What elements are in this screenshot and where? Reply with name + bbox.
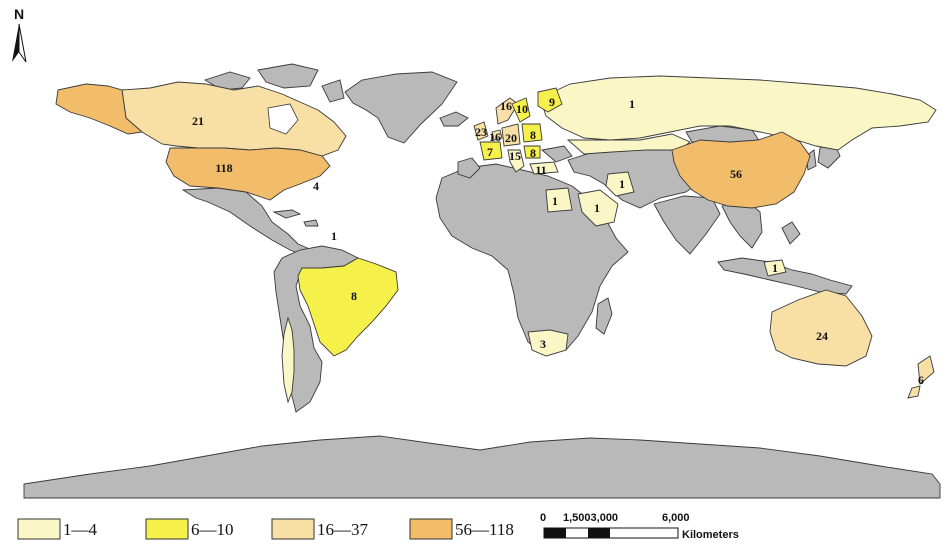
country-chile [281, 316, 295, 404]
scale-unit: Kilometers [682, 529, 739, 541]
country-finland [537, 87, 563, 113]
label-turkey: 11 [535, 163, 546, 177]
scale-tick-6000: 6,000 [662, 512, 690, 524]
country-france [479, 141, 503, 161]
country-malaysia [763, 259, 787, 277]
count-labels: 118 21 4 1 8 3 1 56 24 1 1 1 1 9 16 10 8… [192, 95, 924, 387]
label-saudi-arabia: 1 [594, 201, 600, 215]
country-uk [473, 121, 489, 141]
country-canada [121, 81, 347, 157]
country-china [671, 131, 811, 209]
label-netherlands: 16 [489, 130, 501, 144]
scale-tick-0: 0 [540, 512, 546, 524]
label-malaysia: 1 [772, 261, 778, 275]
label-italy: 15 [509, 149, 521, 163]
label-usa: 118 [215, 161, 232, 175]
label-france: 7 [487, 145, 493, 159]
legend-swatch-6-10 [145, 518, 189, 540]
label-iraq: 1 [619, 177, 625, 191]
country-new-zealand [917, 355, 935, 385]
label-australia: 24 [816, 329, 828, 343]
label-egypt: 1 [552, 194, 558, 208]
scale-tick-mid: 1,5003,000 [563, 512, 618, 524]
country-russia [539, 75, 937, 151]
scale-bar: 0 1,5003,000 6,000 Kilometers [540, 512, 739, 541]
country-netherlands [491, 129, 503, 141]
label-finland: 9 [549, 95, 555, 109]
legend-swatch-16-37 [271, 518, 315, 540]
country-south-africa [527, 329, 569, 357]
label-poland: 8 [530, 128, 536, 142]
country-australia [769, 289, 873, 367]
country-iraq [605, 171, 635, 197]
country-poland [521, 123, 543, 143]
legend-swatch-1-4 [17, 518, 61, 540]
country-egypt [545, 187, 573, 213]
country-sweden [511, 97, 531, 123]
north-letter: N [14, 6, 24, 22]
legend-swatch-56-118 [409, 518, 453, 540]
country-italy [507, 149, 525, 173]
data-countries [55, 75, 937, 404]
legend-label-16-37: 16—37 [317, 520, 369, 539]
country-turkey [529, 161, 559, 175]
label-south-africa: 3 [540, 337, 546, 351]
label-germany: 20 [505, 131, 517, 145]
country-germany [501, 123, 521, 147]
label-caribbean: 1 [331, 229, 337, 243]
legend-label-6-10: 6—10 [191, 520, 234, 539]
label-atlantic: 4 [313, 179, 319, 193]
label-norway: 16 [500, 99, 512, 113]
legend: 1—4 6—10 16—37 56—118 [17, 518, 514, 540]
country-austria [523, 145, 541, 159]
country-alaska [55, 83, 144, 135]
label-uk: 23 [475, 125, 487, 139]
label-brazil: 8 [351, 289, 357, 303]
label-sweden: 10 [516, 102, 528, 116]
country-saudi-arabia [577, 189, 619, 227]
legend-label-56-118: 56—118 [455, 520, 514, 539]
north-arrow-icon: N [12, 6, 27, 63]
country-brazil [297, 257, 399, 357]
label-china: 56 [730, 167, 742, 181]
label-austria: 8 [530, 146, 536, 160]
legend-label-1-4: 1—4 [63, 520, 98, 539]
label-russia: 1 [629, 97, 635, 111]
label-new-zealand: 6 [918, 373, 924, 387]
label-canada: 21 [192, 114, 204, 128]
country-usa [165, 147, 331, 201]
